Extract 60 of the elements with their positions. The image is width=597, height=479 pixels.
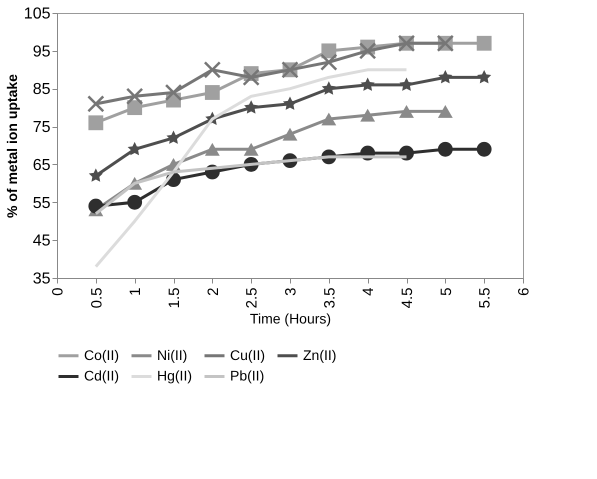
point: [399, 78, 414, 91]
point: [282, 96, 298, 110]
x-tick-label: 3: [282, 288, 300, 296]
x-tick-label: 4: [360, 288, 378, 296]
x-tick-label: 1: [127, 288, 144, 296]
point: [360, 78, 375, 91]
y-tick-label: 45: [32, 232, 51, 250]
point: [476, 36, 492, 51]
point: [438, 70, 452, 84]
x-tick-label: 3.5: [321, 288, 338, 308]
point: [164, 84, 182, 102]
y-tick-label: 65: [32, 156, 51, 174]
legend-label: Cd(II): [84, 368, 119, 384]
point: [438, 105, 453, 118]
point: [88, 168, 103, 182]
legend-label: Hg(II): [157, 368, 192, 384]
line-series: [94, 68, 408, 268]
point: [282, 128, 298, 141]
point: [438, 142, 453, 157]
y-axis-title: % of metal ion uptake: [4, 74, 20, 218]
point: [359, 42, 376, 60]
point: [204, 61, 221, 78]
legend-label: Ni(II): [157, 346, 188, 363]
x-tick-label: 6: [516, 288, 532, 296]
point: [322, 81, 336, 95]
point: [244, 142, 259, 156]
x-tick-label: 0: [50, 288, 66, 296]
y-tick-label: 55: [32, 194, 51, 212]
x-tick-label: 2.5: [244, 288, 261, 308]
point: [166, 130, 181, 144]
x-tick-label: 5.5: [476, 288, 494, 308]
point: [244, 100, 258, 114]
x-tick-label: 4.5: [399, 288, 416, 308]
point: [360, 108, 376, 122]
legend-label: Zn(II): [303, 346, 336, 363]
point: [88, 115, 104, 130]
y-tick-label: 35: [32, 270, 51, 288]
point: [477, 70, 492, 84]
point: [127, 194, 142, 210]
point: [320, 54, 338, 71]
x-tick-label: 1.5: [166, 288, 183, 308]
point: [476, 142, 492, 157]
x-tick-label: 0.5: [88, 288, 106, 308]
point: [399, 105, 414, 118]
legend-label: Pb(II): [230, 368, 264, 384]
point: [321, 112, 336, 126]
point: [87, 95, 104, 113]
point: [126, 88, 144, 105]
point: [204, 142, 220, 156]
x-tick-label: 2: [204, 288, 222, 296]
y-tick-label: 105: [24, 6, 51, 22]
x-axis-title: Time (Hours): [250, 310, 332, 326]
y-tick-label: 75: [32, 119, 51, 136]
y-tick-label: 95: [32, 43, 51, 60]
x-tick-label: 5: [438, 288, 455, 296]
point: [204, 85, 220, 100]
y-tick-label: 85: [32, 81, 51, 98]
legend-label: Co(II): [84, 346, 119, 363]
point: [242, 68, 260, 86]
legend-label: Cu(II): [230, 346, 265, 363]
